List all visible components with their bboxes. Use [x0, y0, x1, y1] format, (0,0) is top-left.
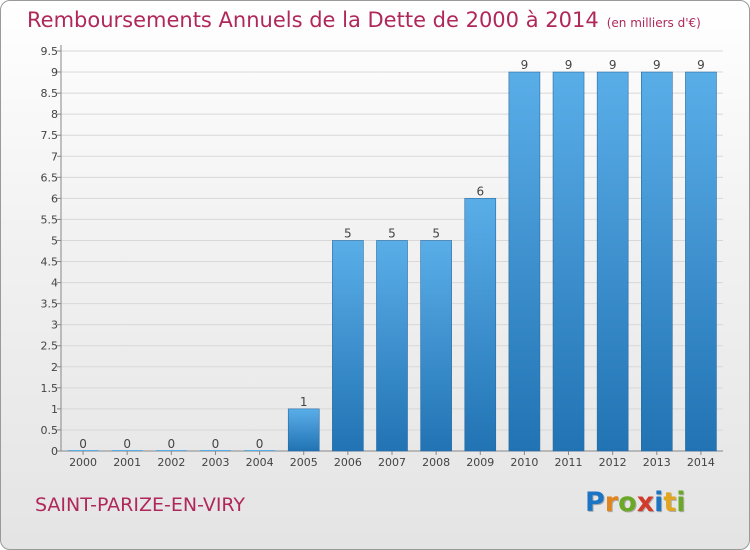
- data-label: 9: [521, 58, 529, 72]
- x-tick-labels: 2000 2001 2002 2003 2004 2005 2006 2007 2008 2009…: [69, 456, 715, 469]
- logo-letter: r: [604, 487, 619, 518]
- x-tick-label: 2011: [555, 456, 583, 469]
- y-tick-label: 3: [51, 319, 58, 332]
- chart-title-text: Remboursements Annuels de la Dette de 20…: [27, 8, 599, 32]
- logo-letter: o: [618, 487, 637, 518]
- y-tick-label: 0.5: [41, 424, 59, 437]
- bar: [596, 71, 629, 452]
- y-tick-label: 8.5: [41, 87, 59, 100]
- x-tick-label: 2003: [201, 456, 229, 469]
- bar: [464, 198, 497, 452]
- y-tick-label: 8: [51, 108, 58, 121]
- bar: [552, 71, 585, 452]
- data-label: 0: [256, 437, 264, 451]
- y-tick-label: 1.5: [41, 382, 59, 395]
- data-label: 0: [123, 437, 131, 451]
- data-label: 5: [388, 226, 396, 240]
- data-label: 9: [609, 58, 617, 72]
- data-label: 0: [168, 437, 176, 451]
- logo-letter: x: [636, 487, 655, 518]
- data-label: 9: [697, 58, 705, 72]
- y-tick-label: 0: [51, 445, 58, 458]
- bar: [155, 450, 187, 451]
- bar: [67, 450, 99, 451]
- y-tick-label: 6.5: [41, 171, 59, 184]
- y-tick-label: 9.5: [41, 45, 59, 58]
- chart-title: Remboursements Annuels de la Dette de 20…: [27, 8, 701, 32]
- bar: [199, 450, 231, 451]
- x-tick-label: 2014: [687, 456, 715, 469]
- data-label: 9: [653, 58, 661, 72]
- y-tick-label: 4: [51, 277, 58, 290]
- y-tick-label: 9: [51, 66, 58, 79]
- y-tick-label: 7: [51, 150, 58, 163]
- x-tick-label: 2002: [157, 456, 185, 469]
- y-tick-labels: 0 0.5 1 1.5 2 2.5 3 3.5 4 4.5 5 5.5 6 6.5 7 7.5 8 8.5 9 9.5: [41, 45, 59, 458]
- data-label: 9: [565, 58, 573, 72]
- bar: [685, 71, 717, 452]
- x-tick-label: 2007: [378, 456, 406, 469]
- x-tick-label: 2008: [422, 456, 450, 469]
- data-label: 0: [212, 437, 220, 451]
- data-label: 1: [300, 395, 308, 409]
- bars: [67, 71, 717, 452]
- y-tick-label: 3.5: [41, 298, 59, 311]
- chart-unit: (en milliers d'€): [606, 16, 701, 30]
- data-label: 5: [344, 226, 352, 240]
- x-tick-label: 2001: [113, 456, 141, 469]
- x-tick-label: 2005: [290, 456, 318, 469]
- proxiti-logo: Proxiti: [585, 487, 686, 518]
- x-tick-label: 2012: [599, 456, 627, 469]
- bar: [508, 71, 541, 452]
- y-tick-label: 1: [51, 403, 58, 416]
- y-tick-label: 7.5: [41, 129, 59, 142]
- bar: [640, 71, 673, 452]
- bar: [420, 240, 452, 452]
- data-label: 5: [432, 226, 440, 240]
- x-tick-label: 2000: [69, 456, 97, 469]
- y-tick-label: 2.5: [41, 340, 59, 353]
- y-tick-label: 4.5: [41, 256, 59, 269]
- bar: [287, 408, 320, 452]
- data-label: 6: [476, 184, 484, 198]
- data-labels: 0 0 0 0 0 1 5 5 5 6 9 9 9 9 9: [79, 58, 705, 451]
- logo-letter: i: [676, 487, 686, 518]
- bar: [332, 240, 364, 452]
- x-tick-label: 2006: [334, 456, 362, 469]
- y-tick-label: 5.5: [41, 213, 59, 226]
- x-tick-label: 2004: [246, 456, 274, 469]
- bar: [376, 240, 408, 452]
- y-tick-label: 5: [51, 234, 58, 247]
- data-label: 0: [79, 437, 87, 451]
- logo-letter: i: [654, 487, 664, 518]
- logo-letter: P: [585, 487, 605, 518]
- bar: [111, 450, 143, 451]
- commune-name: SAINT-PARIZE-EN-VIRY: [35, 494, 246, 516]
- bar: [244, 450, 276, 451]
- y-tick-label: 2: [51, 361, 58, 374]
- x-tick-label: 2013: [643, 456, 671, 469]
- x-tick-label: 2010: [510, 456, 538, 469]
- logo-letter: t: [663, 487, 677, 518]
- x-tick-label: 2009: [466, 456, 494, 469]
- y-tick-label: 6: [51, 192, 58, 205]
